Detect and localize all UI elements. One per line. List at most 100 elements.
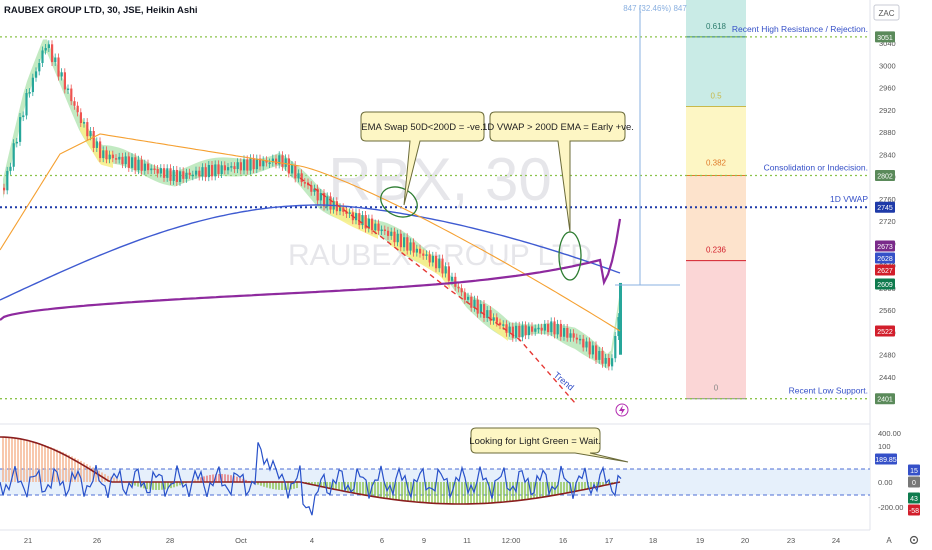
osc-tag-value: 189.85 [875, 457, 897, 464]
candle-body [38, 62, 41, 72]
lightning-icon[interactable] [615, 403, 629, 417]
y-tick-label: 2720 [879, 217, 896, 226]
ribbon-yellow-zone [80, 114, 113, 168]
candle-body [115, 158, 118, 160]
candle-body [511, 326, 514, 338]
x-tick-label: 4 [310, 536, 314, 545]
candle-body [239, 162, 242, 171]
candle-body [95, 141, 98, 148]
candle-body [486, 310, 489, 318]
candle-body [419, 248, 422, 254]
candle-body [195, 170, 198, 175]
price-tag-bg [875, 264, 895, 276]
candle-body [249, 158, 252, 171]
candle-body [147, 163, 150, 171]
candle-body [121, 156, 124, 165]
level-label: Recent Low Support. [789, 386, 868, 396]
candle-body [502, 324, 505, 326]
candle-body [220, 165, 223, 174]
candle-body [595, 345, 598, 360]
price-tag: 2802 [875, 169, 895, 181]
osc-tag-bg [908, 504, 920, 516]
y-tick-label: 3040 [879, 39, 896, 48]
fib-level-label: 0.236 [706, 246, 727, 255]
currency-button-label: ZAC [879, 9, 895, 18]
candle-body [265, 160, 268, 163]
candle-body [319, 193, 322, 201]
candle-body [489, 310, 492, 321]
oscillator-axis[interactable]: 400.00 100 0.00 -200.00 189.85 15 0 43 -58 [875, 429, 920, 516]
candle-body [12, 143, 15, 167]
settings-icon[interactable] [909, 535, 919, 545]
candle-body [230, 166, 233, 168]
candle-body [463, 292, 466, 300]
x-tick-label: 16 [559, 536, 567, 545]
candle-body [124, 156, 127, 165]
candle-body [271, 158, 274, 163]
candle-body [156, 169, 159, 174]
candle-body [201, 167, 204, 177]
candle-body [438, 258, 441, 269]
candle-body [57, 57, 60, 77]
callout-light-green[interactable]: Looking for Light Green = Wait. [469, 427, 629, 463]
candle-body [483, 304, 486, 318]
callout-ema-swap-text: EMA Swap 50D<200D = -ve. [361, 122, 482, 133]
candle-body [617, 317, 620, 336]
time-axis[interactable]: 21 26 28 Oct 4 6 9 11 12:00 16 17 18 19 20 23 24 [24, 536, 840, 545]
osc-tag-bg [908, 492, 920, 504]
candle-body [326, 196, 329, 207]
price-tag: 2628 [875, 252, 895, 264]
candle-body [137, 159, 140, 171]
osc-tag-bg [875, 453, 897, 465]
callout-vwap[interactable]: 1D VWAP > 200D EMA = Early +ve. [482, 111, 634, 233]
x-tick-label: Oct [235, 536, 248, 545]
price-tag-bg [875, 252, 895, 264]
candle-body [99, 141, 102, 159]
candle-body [348, 212, 351, 214]
auto-scale-button[interactable]: A [886, 536, 892, 545]
y-tick-label: 2960 [879, 84, 896, 93]
candle-body [540, 327, 543, 331]
price-tag-bg [875, 31, 895, 43]
candle-body [262, 160, 265, 167]
currency-button[interactable]: ZAC [873, 4, 900, 21]
candle-body [460, 288, 463, 293]
candle-body [559, 323, 562, 337]
candle-body [345, 211, 348, 214]
candle-body [457, 286, 460, 289]
trend-line[interactable] [299, 177, 576, 404]
price-tag: 2609 [875, 278, 895, 290]
candle-body [563, 327, 566, 337]
y-tick-label: 2760 [879, 195, 896, 204]
candle-body [294, 165, 297, 179]
level-label: 1D VWAP [830, 194, 868, 204]
fib-level-label: 0 [714, 384, 719, 393]
candle-body [585, 341, 588, 348]
candle-body [531, 326, 534, 332]
candle-body [447, 266, 450, 281]
candle-body [6, 170, 9, 191]
osc-tag-bg [908, 464, 920, 476]
candle-body [534, 328, 537, 332]
candle-body [76, 105, 79, 113]
candle-body [598, 350, 601, 360]
price-tag-value: 2802 [877, 173, 893, 180]
candle-body [70, 88, 73, 102]
candle-body [35, 71, 38, 78]
candle-body [150, 168, 153, 171]
fib-level-label: 0.5 [710, 91, 722, 100]
candle-body [313, 188, 316, 192]
candle-body [153, 168, 156, 171]
callout-ema-swap[interactable]: EMA Swap 50D<200D = -ve. [360, 111, 485, 206]
candle-body [111, 154, 114, 159]
candle-body [505, 324, 508, 333]
vwap-line [0, 218, 622, 321]
x-tick-label: 28 [166, 536, 174, 545]
price-tag-value: 3051 [877, 35, 893, 42]
candle-body [47, 44, 50, 48]
osc-tag-value: 43 [910, 496, 918, 503]
candle-body [143, 163, 146, 171]
candle-body [182, 171, 185, 179]
candle-body [83, 122, 86, 124]
x-tick-label: 24 [832, 536, 840, 545]
